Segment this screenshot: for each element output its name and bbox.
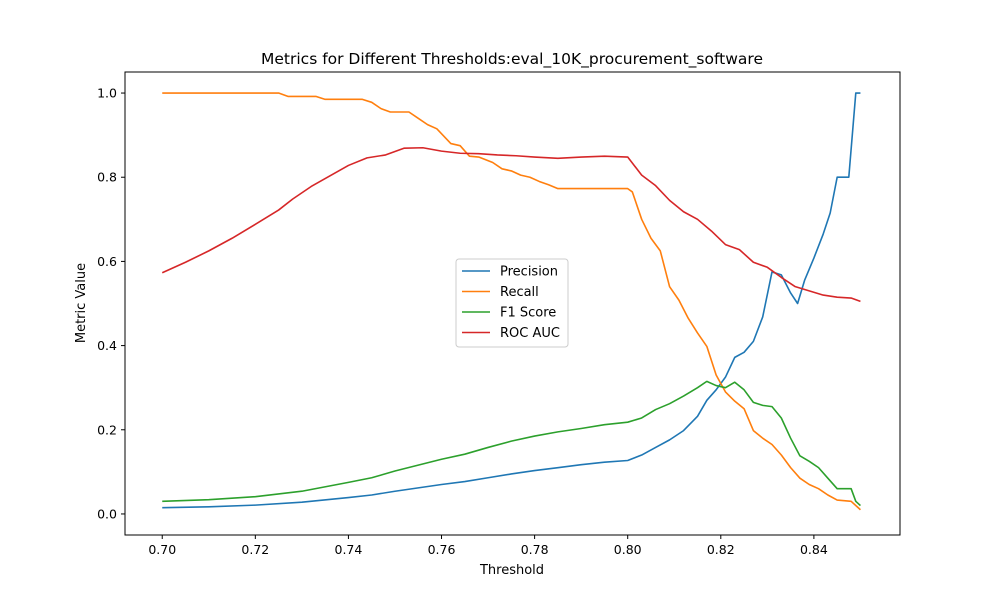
x-tick-label: 0.82 — [707, 542, 735, 557]
y-tick-label: 0.4 — [97, 338, 117, 353]
y-axis: 0.0 0.2 0.4 0.6 0.8 1.0 — [97, 86, 125, 521]
x-axis: 0.70 0.72 0.74 0.76 0.78 0.80 0.82 0.84 — [148, 535, 828, 557]
y-tick-label: 1.0 — [97, 86, 117, 101]
x-tick-label: 0.70 — [148, 542, 176, 557]
y-axis-label: Metric Value — [74, 263, 89, 343]
chart-title: Metrics for Different Thresholds:eval_10… — [261, 50, 763, 69]
x-tick-label: 0.76 — [428, 542, 456, 557]
y-tick-label: 0.2 — [97, 422, 117, 437]
x-tick-label: 0.74 — [335, 542, 363, 557]
series-layer — [161, 92, 861, 511]
legend-box — [455, 258, 569, 348]
x-axis-label: Threshold — [479, 563, 544, 578]
legend-label-f1-score: F1 Score — [500, 306, 556, 321]
legend: Precision Recall F1 Score ROC AUC — [455, 258, 569, 348]
x-tick-label: 0.80 — [614, 542, 642, 557]
y-tick-label: 0.0 — [97, 506, 117, 521]
y-tick-label: 0.8 — [97, 170, 117, 185]
f1-score-line — [162, 380, 861, 507]
x-tick-label: 0.72 — [241, 542, 269, 557]
roc-auc-line — [161, 146, 861, 303]
legend-label-precision: Precision — [500, 265, 558, 280]
recall-line — [162, 92, 861, 511]
legend-label-recall: Recall — [500, 285, 539, 300]
plot-frame — [124, 71, 901, 536]
x-tick-label: 0.78 — [521, 542, 549, 557]
precision-line — [162, 92, 861, 509]
y-tick-label: 0.6 — [97, 254, 117, 269]
legend-label-roc-auc: ROC AUC — [500, 326, 560, 341]
x-tick-label: 0.84 — [800, 542, 828, 557]
